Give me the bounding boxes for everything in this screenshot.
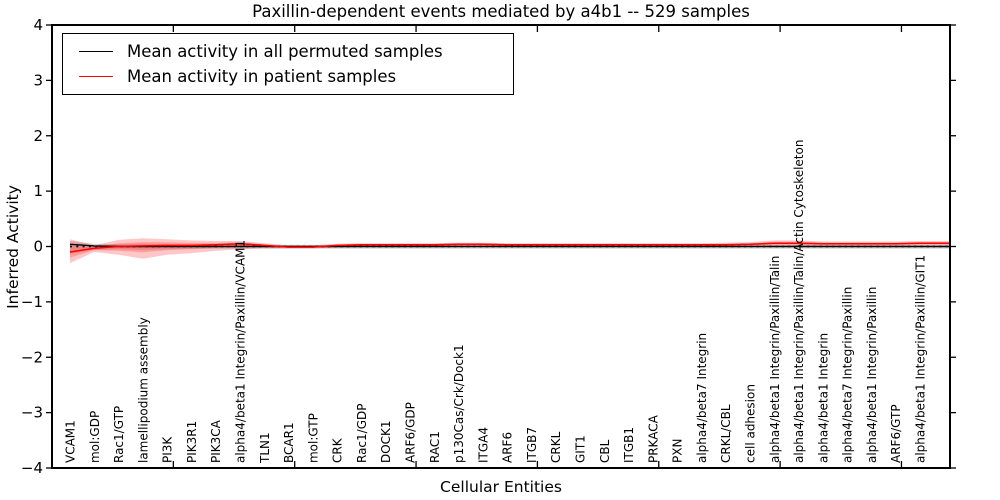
- legend-label-patient: Mean activity in patient samples: [127, 67, 397, 86]
- x-axis-label: Cellular Entities: [440, 478, 562, 496]
- y-tick-label: −4: [21, 459, 43, 477]
- x-tick-label: BCAR1: [282, 422, 296, 463]
- x-tick-label: PXN: [671, 439, 685, 463]
- legend-item-patient: Mean activity in patient samples: [63, 67, 513, 86]
- x-tick-label: GIT1: [574, 435, 588, 463]
- x-tick-label: Rac1/GDP: [355, 404, 369, 463]
- x-tick-label: ITGA4: [476, 427, 490, 463]
- x-tick-label: p130Cas/Crk/Dock1: [452, 344, 466, 463]
- x-tick-label: CRKL/CBL: [719, 404, 733, 463]
- y-tick-label: −3: [21, 404, 43, 422]
- x-tick-label: alpha4/beta7 Integrin: [695, 333, 709, 463]
- permuted-band: [70, 241, 950, 254]
- y-tick-label: 4: [33, 16, 43, 34]
- x-tick-label: CBL: [598, 439, 612, 463]
- x-tick-label: alpha4/beta1 Integrin: [816, 333, 830, 463]
- y-tick-label: 2: [33, 127, 43, 145]
- x-tick-label: CRKL: [549, 431, 563, 463]
- x-tick-label: PIK3CA: [209, 419, 223, 463]
- x-tick-label: mol:GDP: [88, 411, 102, 463]
- x-tick-label: Rac1/GTP: [112, 406, 126, 463]
- x-tick-label: mol:GTP: [306, 413, 320, 463]
- chart-title: Paxillin-dependent events mediated by a4…: [252, 2, 750, 21]
- x-tick-label: PRKACA: [646, 414, 660, 463]
- x-tick-label: alpha4/beta1 Integrin/Paxillin: [865, 287, 879, 463]
- x-tick-label: alpha4/beta1 Integrin/Paxillin/Talin/Act…: [792, 140, 806, 463]
- x-tick-label: TLN1: [258, 432, 272, 464]
- patient-mean-line: [69, 242, 950, 253]
- legend-label-permuted: Mean activity in all permuted samples: [127, 42, 443, 61]
- patient-line-sample-icon: [79, 76, 113, 77]
- x-tick-label: ITGB1: [622, 427, 636, 463]
- y-tick-label: 3: [33, 71, 43, 89]
- x-tick-label: RAC1: [428, 431, 442, 463]
- y-tick-label: 1: [33, 182, 43, 200]
- x-tick-label: alpha4/beta1 Integrin/Paxillin/Talin: [768, 256, 782, 463]
- legend-item-permuted: Mean activity in all permuted samples: [63, 42, 513, 61]
- x-tick-label: ARF6: [501, 432, 515, 463]
- x-tick-label: DOCK1: [379, 420, 393, 463]
- permuted-line-sample-icon: [79, 51, 113, 52]
- y-tick-label: −2: [21, 348, 43, 366]
- x-tick-label: CRK: [331, 437, 345, 463]
- y-tick-label: −1: [21, 293, 43, 311]
- x-tick-label: ITGB7: [525, 427, 539, 463]
- x-tick-label: cell adhesion: [744, 384, 758, 463]
- y-tick-label: 0: [33, 238, 43, 256]
- x-tick-label: ARF6/GTP: [889, 404, 903, 463]
- x-tick-label: alpha4/beta1 Integrin/Paxillin/GIT1: [914, 255, 928, 463]
- x-tick-label: alpha4/beta7 Integrin/Paxillin: [841, 287, 855, 463]
- patient-band: [70, 238, 950, 264]
- x-tick-label: ARF6/GDP: [404, 402, 418, 463]
- x-tick-label: alpha4/beta1 Integrin/Paxillin/VCAM1: [234, 240, 248, 463]
- legend: Mean activity in all permuted samples Me…: [62, 33, 514, 95]
- x-tick-label: PI3K: [161, 436, 175, 463]
- x-tick-label: PIK3R1: [185, 421, 199, 463]
- x-tick-label: VCAM1: [64, 420, 78, 463]
- x-tick-label: lamellipodium assembly: [136, 317, 150, 463]
